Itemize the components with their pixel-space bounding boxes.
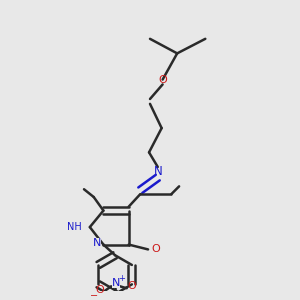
Text: O: O: [158, 75, 167, 85]
Text: +: +: [118, 274, 125, 283]
Text: −: −: [90, 291, 98, 300]
Text: N: N: [112, 278, 120, 288]
Text: N: N: [93, 238, 101, 248]
Text: O: O: [95, 285, 104, 295]
Text: NH: NH: [67, 222, 82, 232]
Text: O: O: [127, 281, 136, 291]
Text: O: O: [152, 244, 160, 254]
Text: N: N: [153, 165, 162, 178]
